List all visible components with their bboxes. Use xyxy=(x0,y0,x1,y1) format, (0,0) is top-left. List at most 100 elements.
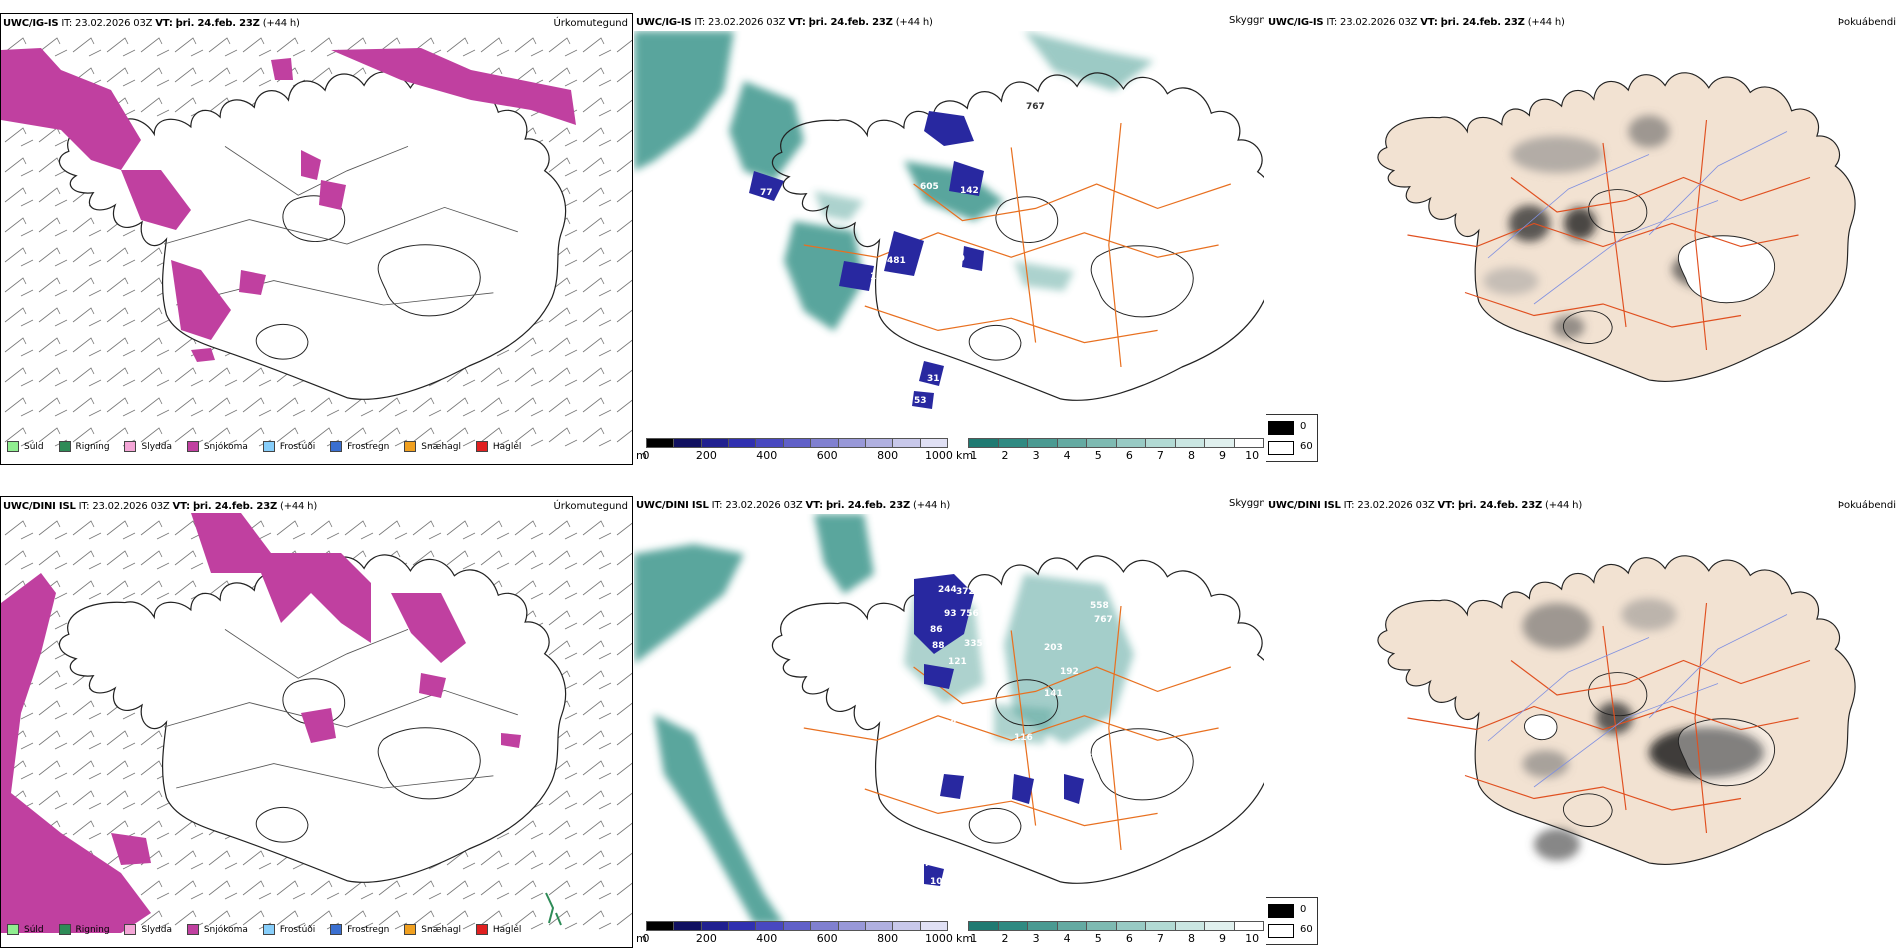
panel-header: UWC/DINI ISL IT: 23.02.2026 03Z VT: þri.… xyxy=(636,500,950,511)
legend-label: Snjókoma xyxy=(203,924,248,935)
visibility-label: 88 xyxy=(932,641,945,651)
legend-item: Frostúði xyxy=(262,924,316,935)
visibility-label: 481 xyxy=(887,256,906,266)
it-label: IT: xyxy=(1343,500,1355,511)
visibility-label: 310 xyxy=(946,254,965,264)
scale-tick: 8 xyxy=(1187,449,1195,462)
precip-map xyxy=(1,513,632,933)
scale-tick: 2 xyxy=(1001,932,1009,945)
legend-label: Slydda xyxy=(141,924,172,935)
legend-swatch xyxy=(58,924,71,935)
fog-legend-swatch xyxy=(1268,421,1294,435)
scale-tick: 1000 xyxy=(924,449,953,462)
height-scale-ticks: m 0 200 400 600 800 1000 xyxy=(636,931,953,945)
model-name: UWC/IG-IS xyxy=(636,17,692,28)
roads xyxy=(803,605,1231,851)
visibility-label: 87 xyxy=(918,859,931,869)
model-name: UWC/IG-IS xyxy=(1268,17,1324,28)
legend-label: Snæhagl xyxy=(421,924,461,935)
panel-header: UWC/IG-IS IT: 23.02.2026 03Z VT: þri. 24… xyxy=(1268,17,1565,28)
legend-swatch xyxy=(186,924,199,935)
legend-item: Rigning xyxy=(58,924,110,935)
rain-area xyxy=(545,892,562,926)
legend-swatch xyxy=(262,924,275,935)
legend-label: Rigning xyxy=(75,924,110,935)
visibility-label: 86 xyxy=(930,625,943,635)
scale-tick: 200 xyxy=(695,449,717,462)
visibility-label: 95 xyxy=(934,150,947,160)
legend-label: Súld xyxy=(24,924,44,935)
visibility-label: 244 xyxy=(938,585,957,595)
lead-time: (+44 h) xyxy=(280,501,318,512)
visibility-label: 77 xyxy=(760,188,773,198)
legend-label: Frostregn xyxy=(347,441,390,452)
panel-title: Úrkomutegund xyxy=(553,501,628,512)
visibility-value-labels: 77 605 142 95 310 481 19 31 53 767 xyxy=(760,102,1045,406)
km-scale: km 1 2 3 4 5 6 7 8 9 10 xyxy=(956,921,1264,945)
it-value: 23.02.2026 03Z xyxy=(708,17,786,28)
legend-swatch xyxy=(262,441,275,452)
scale-tick: 7 xyxy=(1156,449,1164,462)
scale-tick: 0 xyxy=(642,449,650,462)
lead-time: (+44 h) xyxy=(262,18,300,29)
fog-legend-label: 60 xyxy=(1300,441,1313,452)
legend-swatch xyxy=(404,441,417,452)
legend-label: Súld xyxy=(24,441,44,452)
height-scale-ticks: m 0 200 400 600 800 1000 xyxy=(636,448,953,462)
visibility-label: 80 xyxy=(910,879,923,889)
vt-label: VT: xyxy=(805,500,824,511)
vt-value: þri. 24.feb. 23Z xyxy=(1440,17,1525,28)
scale-tick: 800 xyxy=(877,449,899,462)
visibility-label: 19 xyxy=(870,272,883,282)
legend-swatch xyxy=(124,924,137,935)
rivers xyxy=(1487,614,1788,788)
scale-tick: 800 xyxy=(877,932,899,945)
lead-time: (+44 h) xyxy=(1527,17,1565,28)
height-scale: m 0 200 400 600 800 1000 xyxy=(636,438,953,462)
scale-tick: 2 xyxy=(1001,449,1009,462)
visibility-label: 141 xyxy=(1044,689,1063,699)
scale-unit: km xyxy=(956,932,974,945)
scale-tick: 600 xyxy=(816,449,838,462)
model-name: UWC/DINI ISL xyxy=(3,501,76,512)
fog-legend-swatch xyxy=(1268,904,1294,918)
visibility-label: 31 xyxy=(927,374,940,384)
visibility-label: 756 xyxy=(960,609,979,619)
roads xyxy=(803,122,1231,368)
legend-item: Slydda xyxy=(124,441,172,452)
scale-tick: 4 xyxy=(1063,932,1071,945)
legend-swatch xyxy=(404,924,417,935)
fog-panel-row1: UWC/IG-IS IT: 23.02.2026 03Z VT: þri. 24… xyxy=(1266,13,1900,465)
vt-label: VT: xyxy=(155,18,173,29)
legend-swatch xyxy=(186,441,199,452)
legend-label: Frostregn xyxy=(347,924,390,935)
scale-unit: m xyxy=(636,932,647,945)
scale-unit: m xyxy=(636,449,647,462)
panel-header: UWC/IG-IS IT: 23.02.2026 03Z VT: þri. 24… xyxy=(3,18,300,29)
scale-tick: 0 xyxy=(642,932,650,945)
model-name: UWC/DINI ISL xyxy=(1268,500,1341,511)
fog-cells xyxy=(914,574,1084,886)
scale-tick: 600 xyxy=(816,932,838,945)
legend-label: Frostúði xyxy=(279,924,316,935)
height-scale-bar xyxy=(646,438,948,448)
visibility-label: 116 xyxy=(1014,733,1033,743)
scale-tick: 6 xyxy=(1125,449,1133,462)
fog-map xyxy=(1377,555,1856,865)
visibility-label: 98 xyxy=(944,719,957,729)
it-value: 23.02.2026 03Z xyxy=(725,500,803,511)
visibility-panel-row1: UWC/IG-IS IT: 23.02.2026 03Z VT: þri. 24… xyxy=(634,13,1264,465)
visibility-label: 121 xyxy=(948,657,967,667)
legend-item: Haglél xyxy=(475,924,521,935)
vt-value: þri. 24.feb. 23Z xyxy=(192,501,278,512)
legend-swatch xyxy=(7,441,19,452)
scale-tick: 3 xyxy=(1032,932,1040,945)
it-value: 23.02.2026 03Z xyxy=(75,18,153,29)
panel-title: Þokuábendi xyxy=(1837,17,1896,28)
scale-tick: 6 xyxy=(1125,932,1133,945)
legend-item: Haglél xyxy=(475,441,521,452)
scale-tick: 1 xyxy=(970,449,978,462)
visibility-panel-row2: UWC/DINI ISL IT: 23.02.2026 03Z VT: þri.… xyxy=(634,496,1264,948)
legend-swatch xyxy=(58,441,71,452)
visibility-label: 142 xyxy=(960,186,979,196)
